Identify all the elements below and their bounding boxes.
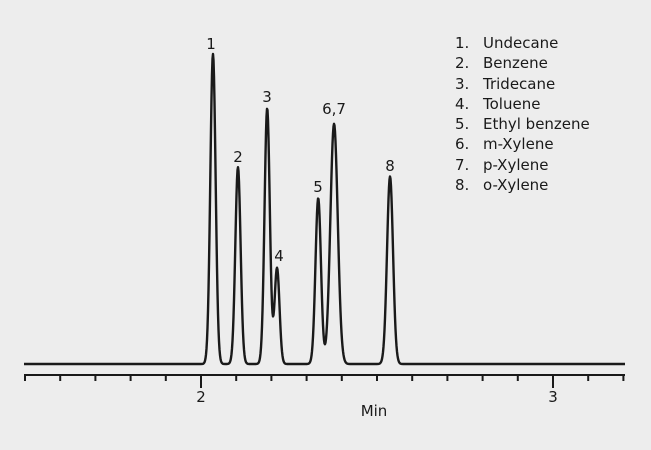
legend-item: 6. m-Xylene [455, 134, 590, 154]
legend-compound: Toluene [483, 94, 541, 113]
legend-item: 4. Toluene [455, 94, 590, 114]
peak-label-2: 2 [233, 148, 243, 166]
legend-number: 4. [455, 94, 470, 113]
legend-item: 2. Benzene [455, 53, 590, 73]
legend-compound: p-Xylene [483, 155, 549, 174]
legend-number: 3. [455, 74, 470, 93]
legend-item: 7. p-Xylene [455, 155, 590, 175]
legend-compound: m-Xylene [483, 135, 554, 154]
legend-item: 3. Tridecane [455, 74, 590, 94]
legend-compound: Undecane [483, 34, 559, 52]
legend-number: 5. [455, 115, 470, 134]
legend-number: 1. [455, 34, 470, 52]
legend-number: 7. [455, 155, 470, 174]
peak-label-8: 8 [385, 157, 395, 175]
legend-compound: Tridecane [483, 74, 556, 93]
peak-label-4: 4 [274, 247, 284, 265]
x-tick-label-2: 2 [196, 388, 206, 406]
legend-item: 1. Undecane [455, 33, 590, 53]
legend-compound: Ethyl benzene [483, 115, 590, 134]
compound-legend: 1. Undecane 2. Benzene 3. Tridecane 4. Tolue… [455, 33, 590, 195]
legend-number: 8. [455, 176, 470, 195]
legend-compound: Benzene [483, 54, 548, 73]
peak-label-6-7: 6,7 [322, 100, 346, 118]
peak-label-1: 1 [206, 35, 216, 53]
x-axis-ticks [24, 375, 625, 388]
legend-number: 2. [455, 54, 470, 73]
x-axis-title: Min [361, 402, 388, 420]
chromatogram-trace [23, 52, 626, 366]
peak-label-5: 5 [313, 178, 323, 196]
x-tick-label-3: 3 [548, 388, 558, 406]
legend-item: 8. o-Xylene [455, 175, 590, 195]
peak-label-3: 3 [262, 88, 272, 106]
legend-compound: o-Xylene [483, 176, 549, 195]
legend-item: 5. Ethyl benzene [455, 114, 590, 134]
legend-number: 6. [455, 135, 470, 154]
